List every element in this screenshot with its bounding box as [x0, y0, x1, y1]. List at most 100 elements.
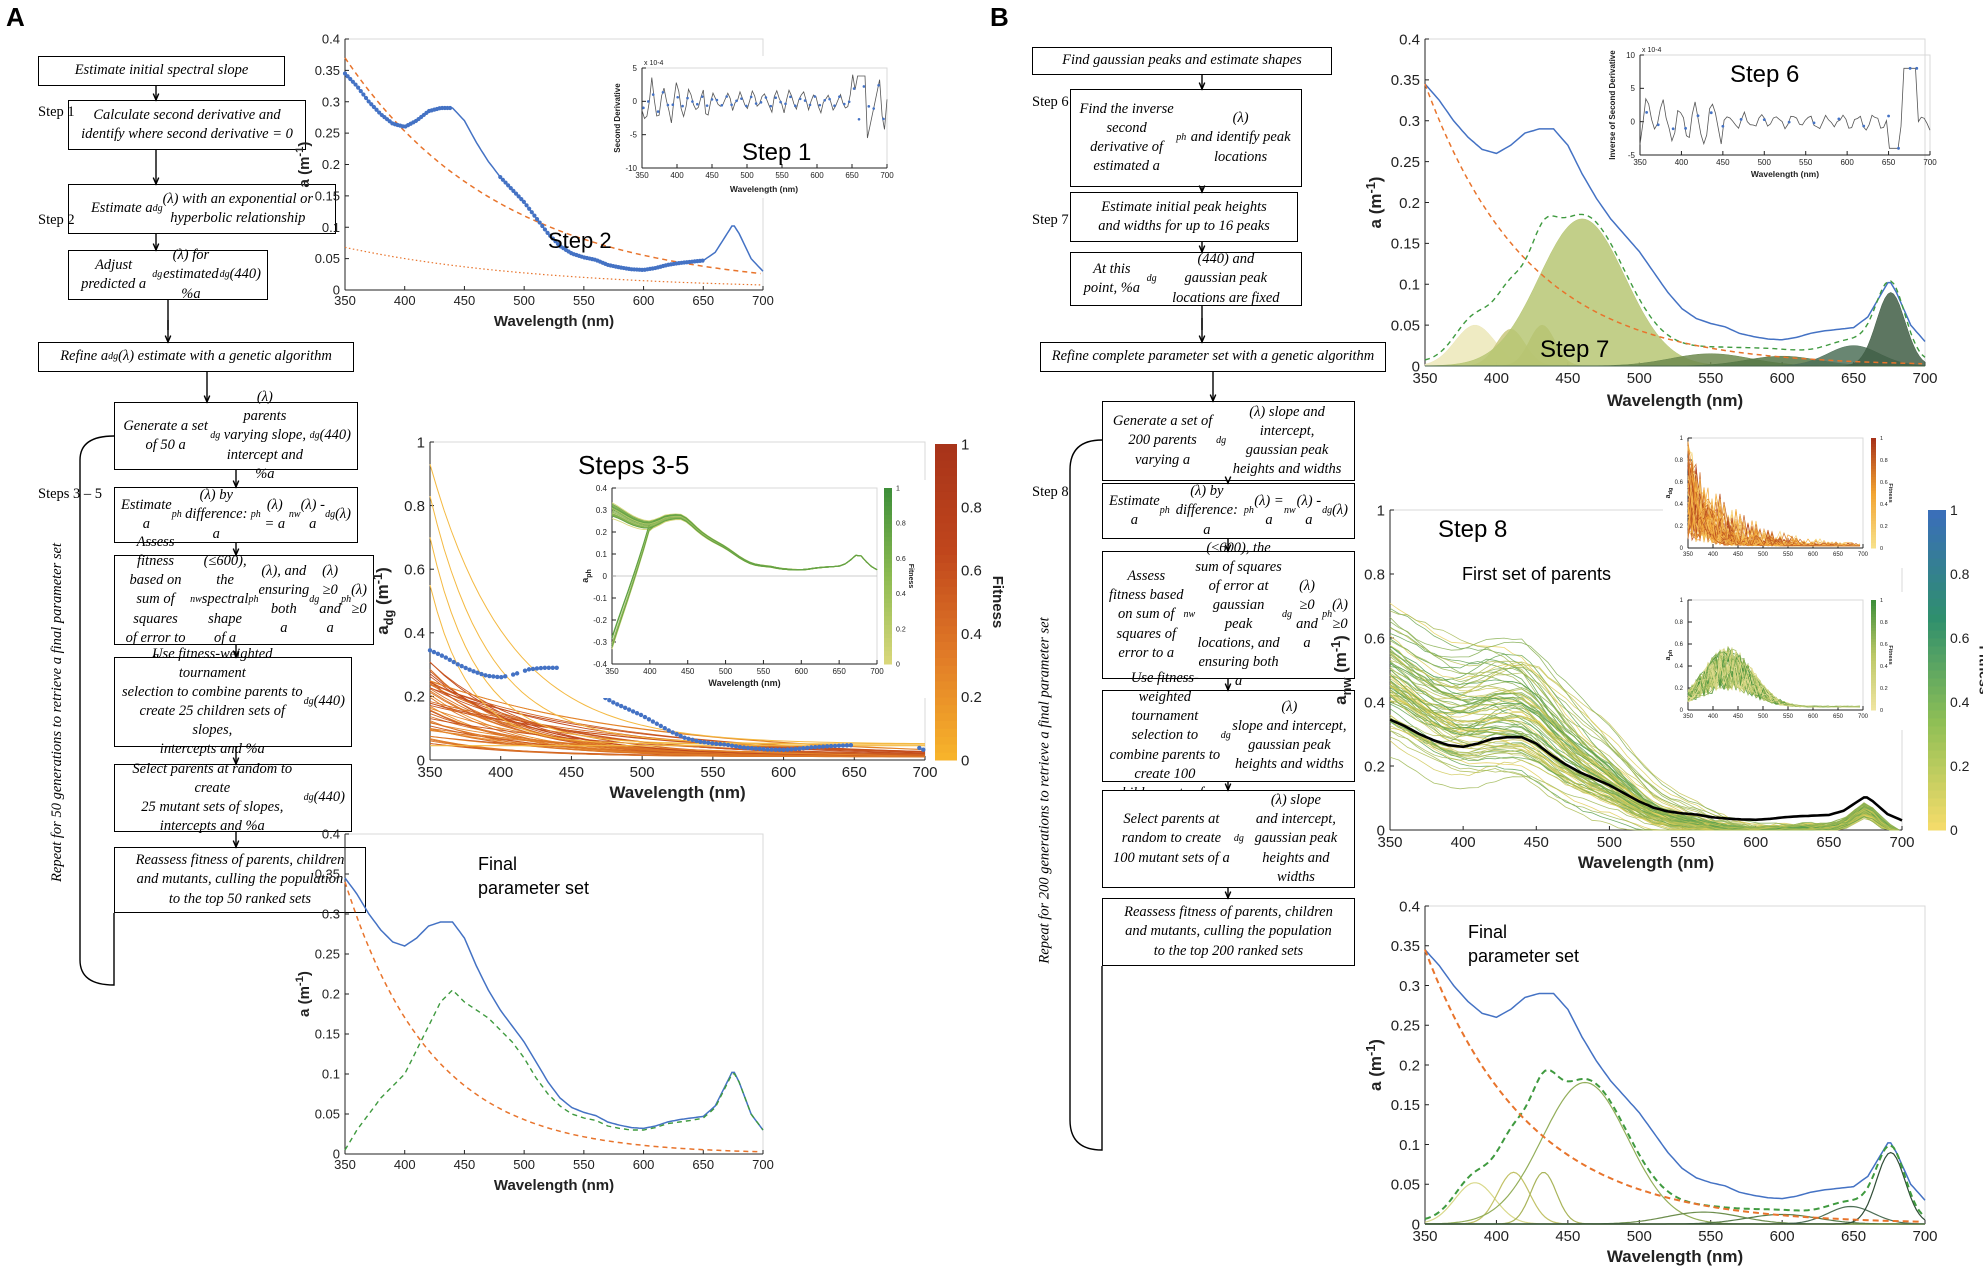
- chart-a3-x-tick-label: 550: [573, 1157, 595, 1172]
- chart-a2-inset-colorbar-segment: [884, 501, 892, 507]
- chart-b2-colorbar-tick-label: 0.4: [1950, 694, 1970, 710]
- chart-a1-y-tick-label: 0.15: [315, 188, 340, 203]
- chart-b2-inset-bottom-colorbar-segment: [1871, 616, 1876, 620]
- chart-a2-inset-colorbar-segment: [884, 637, 892, 643]
- flow-arrowhead: [1224, 544, 1232, 553]
- chart-a2-inset-curve: [611, 506, 878, 571]
- chart-b2-colorbar-segment: [1928, 678, 1946, 687]
- chart-a2-colorbar-segment: [935, 673, 957, 682]
- chart-a2-inset-colorbar-segment: [884, 518, 892, 524]
- chart-a2-inset-colorbar-tick-label: 1: [896, 485, 900, 492]
- chart-a2-colorbar-segment: [935, 523, 957, 532]
- chart-a2-inset-colorbar-segment: [884, 505, 892, 511]
- chart-a2-colorbar-segment: [935, 657, 957, 666]
- chart-a2-colorbar-segment: [935, 570, 957, 579]
- chart-b1-inset-x-tick-label: 500: [1758, 158, 1772, 167]
- chart-a2-colorbar-segment: [935, 538, 957, 548]
- chart-a1-inset-point: [666, 103, 670, 107]
- chart-b2-inset-top-y-tick-label: 0.6: [1675, 480, 1684, 486]
- chart-b2-inset-top-colorbar: 0 0.2 0.4 0.6 0.8 1 Fitness: [1871, 436, 1893, 552]
- chart-a1-inset-point: [696, 102, 699, 106]
- flow-arrowhead: [1198, 335, 1206, 344]
- chart-a2-annotation-title: Steps 3-5: [578, 450, 689, 480]
- chart-a1-point: [377, 110, 382, 115]
- chart-a2-point: [714, 741, 719, 746]
- chart-b2-inset-bottom-y-label: aph: [1665, 649, 1674, 660]
- chart-b3-y-tick-label: 0.15: [1391, 1097, 1420, 1114]
- chart-a1-inset-x-tick-label: 700: [880, 171, 894, 180]
- chart-a2-colorbar-segment: [935, 451, 957, 461]
- chart-a1-inset-scale: x 10-4: [644, 60, 664, 67]
- chart-a2-point: [622, 705, 628, 711]
- chart-b2-colorbar-segment: [1928, 662, 1946, 671]
- chart-a1-point: [519, 197, 524, 202]
- flow-arrowhead: [232, 548, 240, 557]
- chart-a2-colorbar-segment: [935, 641, 957, 650]
- chart-b1-inset-point: [1908, 66, 1912, 70]
- chart-a1-inset-point: [735, 99, 738, 103]
- chart-b1-y-tick-label: 0.3: [1399, 113, 1420, 130]
- chart-b2-x-tick-label: 700: [1889, 834, 1914, 851]
- flowchart-a-box-1: Estimate initial spectral slope: [38, 56, 285, 86]
- chart-b2-inset-bottom-colorbar-segment: [1871, 655, 1876, 659]
- chart-b1-gaussian-peaks: [1424, 218, 1926, 367]
- chart-a1-inset-bg: [605, 56, 895, 198]
- chart-b3-x-label: Wavelength (nm): [1607, 1247, 1743, 1266]
- chart-a1-x-tick-label: 700: [752, 293, 774, 308]
- chart-a2-point: [654, 721, 660, 726]
- flow-arrowhead: [164, 335, 172, 344]
- chart-b2-inset-top-y-tick-label: 0.4: [1675, 502, 1684, 508]
- chart-b1-annotation-step7: Step 7: [1540, 336, 1609, 363]
- panel-label-a: A: [6, 2, 25, 32]
- chart-b2-inset-top-colorbar-segment: [1871, 537, 1876, 541]
- chart-b2-inset-top-colorbar-segment: [1871, 520, 1876, 524]
- chart-b2-inset-bottom-y-tick-label: 0.2: [1675, 686, 1684, 692]
- chart-a2-point: [662, 726, 667, 731]
- flowchart-a-box-11: Reassess fitness of parents, children an…: [114, 847, 366, 913]
- chart-b2-inset-top-colorbar-segment: [1871, 473, 1876, 477]
- chart-b2-x-tick-label: 350: [1377, 834, 1402, 851]
- chart-a2-colorbar-segment: [935, 681, 957, 690]
- chart-b1-inset-point: [1656, 123, 1660, 127]
- chart-b1-inset-x-tick-label: 700: [1923, 158, 1937, 167]
- chart-a1-point: [348, 76, 353, 82]
- chart-b3-x-tick-label: 500: [1627, 1228, 1652, 1245]
- flowchart-b-box-10: Select parents at random to create 100 m…: [1102, 790, 1355, 888]
- chart-a1-inset-point: [764, 96, 768, 99]
- chart-a1-y-tick-label: 0.1: [322, 220, 340, 235]
- chart-a2-inset-colorbar-segment: [884, 598, 892, 603]
- chart-a2-colorbar-segment: [935, 744, 957, 753]
- chart-b2-annotation-first-set: First set of parents: [1462, 564, 1611, 584]
- chart-b3-peak-2: [1425, 1171, 1925, 1225]
- chart-a2-colorbar-segment: [935, 475, 957, 484]
- chart-a2-point: [550, 665, 555, 670]
- chart-b2-series-anw: [1389, 718, 1903, 822]
- chart-a1-inset-point: [862, 85, 866, 88]
- chart-b2-inset-top-colorbar-segment: [1871, 493, 1876, 497]
- chart-a2-colorbar-segment: [935, 696, 957, 706]
- chart-a2-point: [443, 655, 449, 660]
- chart-a3-y-tick-label: 0.35: [315, 867, 340, 882]
- chart-a2-colorbar-segment: [935, 712, 957, 721]
- chart-b2-inset-bottom-colorbar-segment: [1871, 682, 1876, 686]
- chart-b2-y-tick-label: 0.2: [1364, 758, 1385, 775]
- chart-b2-inset-bottom-y-tick-label: 0: [1680, 708, 1684, 714]
- flow-arrowhead: [1224, 891, 1232, 900]
- chart-b2-inset-bottom-colorbar-segment: [1871, 696, 1876, 700]
- chart-a2-point: [694, 738, 699, 744]
- chart-b2-inset-top-colorbar-tick-label: 0.2: [1880, 524, 1888, 530]
- chart-a1-inset-point: [813, 95, 817, 98]
- chart-a2-colorbar-segment: [935, 467, 957, 477]
- chart-b2-inset-bottom-colorbar-segment: [1871, 635, 1876, 639]
- chart-b2-inset-bottom-colorbar-segment: [1871, 633, 1876, 637]
- chart-a2-colorbar-segment: [935, 688, 957, 698]
- chart-b2-inset-top-colorbar-segment: [1871, 476, 1876, 480]
- chart-a2-x-label: Wavelength (nm): [609, 783, 745, 802]
- chart-a3-y-tick-label: 0.4: [322, 827, 340, 842]
- chart-b2-inset-top-colorbar-segment: [1871, 482, 1876, 486]
- chart-b1-y-label: a (m-1): [1363, 177, 1385, 229]
- chart-b2-inset-top-curves: [1687, 441, 1861, 547]
- chart-a1-inset-y-label: Second Derivative: [613, 83, 622, 153]
- chart-b2-inset-bottom-x-tick-label: 350: [1683, 714, 1694, 720]
